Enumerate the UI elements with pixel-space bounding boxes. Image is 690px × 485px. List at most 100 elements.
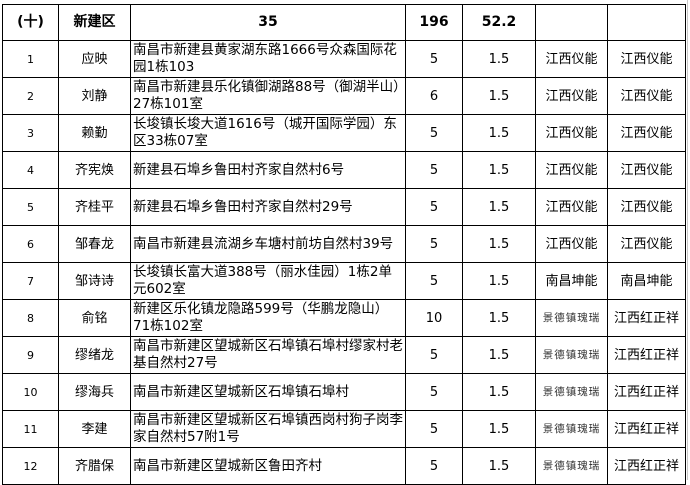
table-row: 9 缪绪龙 南昌市新建区望城新区石埠镇石埠村缪家村老基自然村27号 5 1.5 景德镇瑰瑞…: [2, 336, 686, 374]
section-district: 新建区: [58, 4, 131, 41]
capacity: 1.5: [462, 336, 536, 374]
row-number: 7: [2, 262, 59, 300]
person-name: 缪绪龙: [58, 336, 131, 374]
installer: 江西仪能: [607, 225, 686, 263]
capacity: 1.5: [462, 151, 536, 189]
address: 长埈镇长埈大道1616号（城开国际学园）东区33栋07室: [130, 114, 406, 152]
table-row: 3 赖勤 长埈镇长埈大道1616号（城开国际学园）东区33栋07室 5 1.5 江西仪能江…: [2, 114, 686, 152]
person-name: 齐宪焕: [58, 151, 131, 189]
section-total-a: 196: [405, 4, 463, 41]
table-row: 12 齐腊保 南昌市新建区望城新区鲁田齐村 5 1.5 景德镇瑰瑞 江西红正祥: [2, 447, 686, 485]
supplier: 江西仪能: [535, 40, 608, 78]
quantity: 5: [405, 40, 463, 78]
supplier: 江西仪能: [535, 114, 608, 152]
quantity: 5: [405, 262, 463, 300]
capacity: 1.5: [462, 40, 536, 78]
row-number: 5: [2, 188, 59, 226]
row-number: 9: [2, 336, 59, 374]
address: 南昌市新建县黄家湖东路1666号众森国际花园1栋103: [130, 40, 406, 78]
sheet-edge-line: [687, 0, 688, 480]
supplier: 景德镇瑰瑞: [535, 299, 608, 337]
capacity: 1.5: [462, 188, 536, 226]
table-row: 6 邹春龙 南昌市新建县流湖乡车塘村前坊自然村39号 5 1.5 江西仪能 江西仪能: [2, 225, 686, 263]
quantity: 5: [405, 151, 463, 189]
address: 新建县石埠乡鲁田村齐家自然村6号: [130, 151, 406, 189]
person-name: 李建: [58, 410, 131, 448]
installer: 江西红正祥: [607, 410, 686, 448]
person-name: 邹春龙: [58, 225, 131, 263]
supplier: 江西仪能: [535, 188, 608, 226]
quantity: 5: [405, 225, 463, 263]
quantity: 5: [405, 410, 463, 448]
row-number: 12: [2, 447, 59, 485]
address: 南昌市新建区望城新区鲁田齐村: [130, 447, 406, 485]
row-number: 10: [2, 373, 59, 411]
table-row: 10 缪海兵 南昌市新建区望城新区石埠镇石埠村 5 1.5 景德镇瑰瑞 江西红正祥: [2, 373, 686, 411]
capacity: 1.5: [462, 410, 536, 448]
quantity: 5: [405, 114, 463, 152]
row-number: 3: [2, 114, 59, 152]
section-row: (十) 新建区 35 196 52.2: [2, 4, 686, 41]
address: 新建区乐化镇龙隐路599号（华鹏龙隐山）71栋102室: [130, 299, 406, 337]
supplier: 江西仪能: [535, 225, 608, 263]
person-name: 齐腊保: [58, 447, 131, 485]
address: 南昌市新建县流湖乡车塘村前坊自然村39号: [130, 225, 406, 263]
installer: 江西红正祥: [607, 299, 686, 337]
quantity: 5: [405, 188, 463, 226]
section-empty-1: [535, 4, 608, 41]
row-number: 1: [2, 40, 59, 78]
person-name: 缪海兵: [58, 373, 131, 411]
capacity: 1.5: [462, 114, 536, 152]
person-name: 刘静: [58, 77, 131, 115]
capacity: 1.5: [462, 373, 536, 411]
installer: 江西仪能: [607, 188, 686, 226]
installer: 江西仪能: [607, 40, 686, 78]
quantity: 10: [405, 299, 463, 337]
row-number: 6: [2, 225, 59, 263]
section-count: 35: [130, 4, 406, 41]
person-name: 俞铭: [58, 299, 131, 337]
person-name: 邹诗诗: [58, 262, 131, 300]
table-row: 2 刘静 南昌市新建县乐化镇御湖路88号（御湖半山）27栋101室 6 1.5 江西仪能江…: [2, 77, 686, 115]
installer: 江西仪能: [607, 151, 686, 189]
installer: 南昌坤能: [607, 262, 686, 300]
capacity: 1.5: [462, 77, 536, 115]
quantity: 6: [405, 77, 463, 115]
address: 南昌市新建县乐化镇御湖路88号（御湖半山）27栋101室: [130, 77, 406, 115]
supplier: 江西仪能: [535, 77, 608, 115]
address: 南昌市新建区望城新区石埠镇石埠村缪家村老基自然村27号: [130, 336, 406, 374]
capacity: 1.5: [462, 447, 536, 485]
table-row: 7 邹诗诗 长埈镇长富大道388号（丽水佳园）1栋2单元602室 5 1.5 南昌坤能 南昌…: [2, 262, 686, 300]
supplier: 景德镇瑰瑞: [535, 373, 608, 411]
section-index: (十): [2, 4, 59, 41]
installer: 江西红正祥: [607, 447, 686, 485]
row-number: 8: [2, 299, 59, 337]
installer: 江西仪能: [607, 77, 686, 115]
quantity: 5: [405, 447, 463, 485]
address: 南昌市新建区望城新区石埠镇西岗村狗子岗李家自然村57附1号: [130, 410, 406, 448]
row-number: 2: [2, 77, 59, 115]
quantity: 5: [405, 373, 463, 411]
installer: 江西仪能: [607, 114, 686, 152]
row-number: 4: [2, 151, 59, 189]
capacity: 1.5: [462, 262, 536, 300]
capacity: 1.5: [462, 225, 536, 263]
installer: 江西红正祥: [607, 373, 686, 411]
address: 新建县石埠乡鲁田村齐家自然村29号: [130, 188, 406, 226]
table-row: 4 齐宪焕 新建县石埠乡鲁田村齐家自然村6号 5 1.5 江西仪能 江西仪能: [2, 151, 686, 189]
supplier: 景德镇瑰瑞: [535, 410, 608, 448]
section-empty-2: [607, 4, 686, 41]
person-name: 赖勤: [58, 114, 131, 152]
supplier: 江西仪能: [535, 151, 608, 189]
table-row: 5 齐桂平 新建县石埠乡鲁田村齐家自然村29号 5 1.5 江西仪能 江西仪能: [2, 188, 686, 226]
person-name: 应映: [58, 40, 131, 78]
capacity: 1.5: [462, 299, 536, 337]
subsidy-table: (十) 新建区 35 196 52.2 1 应映 南昌市新建县黄家湖东路1666号众…: [2, 4, 686, 485]
address: 南昌市新建区望城新区石埠镇石埠村: [130, 373, 406, 411]
supplier: 景德镇瑰瑞: [535, 336, 608, 374]
table-row: 8 俞铭 新建区乐化镇龙隐路599号（华鹏龙隐山）71栋102室 10 1.5 景德镇瑰瑞…: [2, 299, 686, 337]
installer: 江西红正祥: [607, 336, 686, 374]
address: 长埈镇长富大道388号（丽水佳园）1栋2单元602室: [130, 262, 406, 300]
supplier: 南昌坤能: [535, 262, 608, 300]
supplier: 景德镇瑰瑞: [535, 447, 608, 485]
